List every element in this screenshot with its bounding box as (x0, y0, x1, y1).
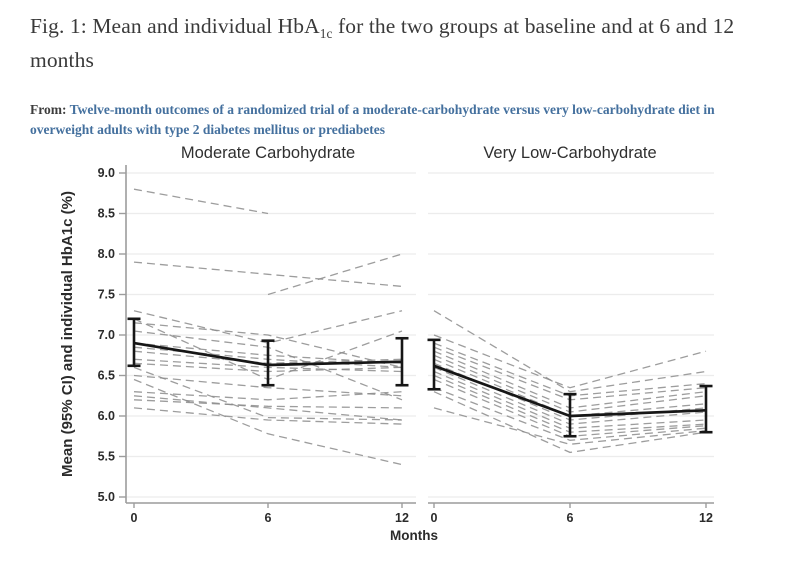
x-tick-label: 12 (395, 511, 409, 525)
source-article-link[interactable]: Twelve-month outcomes of a randomized tr… (30, 101, 715, 138)
x-tick-label: 12 (699, 511, 713, 525)
individual-line (133, 378, 403, 466)
individual-line (433, 407, 707, 445)
individual-line (133, 366, 403, 421)
y-tick-label: 9.0 (98, 166, 115, 180)
x-tick-label: 6 (567, 511, 574, 525)
y-tick-label: 8.5 (98, 207, 115, 221)
figure-title-rest: for the two groups at baseline and at 6 … (30, 14, 735, 72)
x-axis-label: Months (390, 528, 438, 543)
y-tick-label: 6.0 (98, 409, 115, 423)
individual-line (433, 310, 707, 393)
individual-line (133, 188, 269, 215)
y-tick-label: 8.0 (98, 247, 115, 261)
source-line: From: Twelve-month outcomes of a randomi… (30, 100, 775, 142)
individual-line (133, 374, 403, 397)
individual-line (433, 334, 707, 389)
source-label: From: (30, 101, 67, 117)
figure-title: Fig. 1: Mean and individual HbA1c for th… (30, 10, 778, 76)
mean-line (433, 364, 707, 418)
hba1c-chart: Moderate Carbohydrate 0 6 12 Very Low-Carboh… (59, 144, 714, 543)
y-tick-label: 7.5 (98, 288, 115, 302)
x-tick-label: 0 (431, 511, 438, 525)
individual-line (133, 322, 403, 369)
panel-title: Moderate Carbohydrate (181, 144, 355, 162)
individual-line (133, 399, 403, 409)
panel-title: Very Low-Carbohydrate (483, 144, 656, 162)
x-tick-label: 0 (131, 511, 138, 525)
individual-line (267, 253, 403, 296)
y-tick-label: 5.0 (98, 490, 115, 504)
individual-line (133, 261, 403, 288)
y-tick-label: 6.5 (98, 369, 115, 383)
y-axis-label: Mean (95% CI) and individual HbA1c (%) (59, 191, 76, 477)
individual-line (433, 387, 707, 441)
individual-line (433, 391, 707, 454)
figure-title-text: Fig. 1: Mean and individual HbA (30, 14, 320, 38)
individual-line (133, 407, 403, 425)
individual-line (133, 395, 403, 421)
y-tick-label: 7.0 (98, 328, 115, 342)
individual-line (133, 391, 403, 401)
x-tick-label: 6 (265, 511, 272, 525)
mean-line (133, 341, 403, 367)
y-tick-label: 5.5 (98, 450, 115, 464)
figure-title-subscript: 1c (319, 26, 333, 41)
